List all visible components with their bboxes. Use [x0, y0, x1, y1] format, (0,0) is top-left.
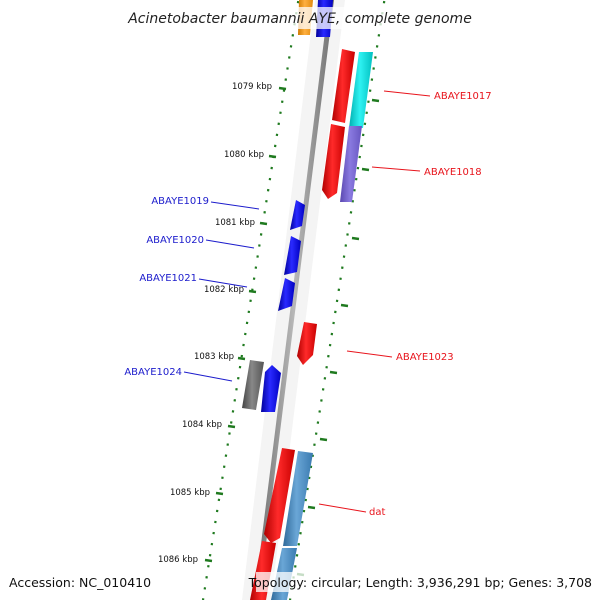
tick-label: 1079 kbp — [232, 82, 272, 92]
gene-abaye1019[interactable] — [290, 200, 305, 230]
tick-mark — [371, 98, 380, 103]
gene-abaye1021[interactable] — [278, 278, 295, 311]
gene-abaye1020[interactable] — [284, 236, 301, 275]
gene-label[interactable]: dat — [369, 507, 385, 518]
tick-label: 1086 kbp — [158, 555, 198, 565]
gene-gray[interactable] — [242, 360, 264, 410]
tick-mark — [361, 167, 370, 172]
tick-label: 1081 kbp — [215, 218, 255, 228]
connector-line — [210, 201, 260, 210]
tick-mark — [248, 289, 257, 294]
gene-steelblue[interactable] — [283, 451, 313, 546]
outer-ruler-dots — [288, 0, 386, 600]
connector-line — [371, 166, 421, 172]
gene-label[interactable]: ABAYE1018 — [424, 167, 482, 178]
tick-label: 1084 kbp — [182, 420, 222, 430]
tick-label: 1080 kbp — [224, 150, 264, 160]
inner-ruler-dots — [201, 0, 300, 600]
tick-label: 1083 kbp — [194, 352, 234, 362]
footer-backdrop-right — [256, 572, 596, 592]
gene-cyan[interactable] — [349, 52, 373, 128]
connector-line — [346, 350, 393, 358]
tick-mark — [340, 303, 349, 308]
major-ticks — [204, 86, 380, 577]
gene-label[interactable]: ABAYE1021 — [139, 273, 197, 284]
backbone-line — [254, 0, 334, 600]
connector-line — [198, 278, 248, 288]
connector-line — [318, 503, 367, 513]
gene-abaye1017[interactable] — [332, 49, 355, 123]
tick-mark — [307, 505, 316, 510]
tick-mark — [215, 491, 224, 496]
gene-abaye1024[interactable] — [261, 365, 281, 412]
tick-mark — [227, 424, 236, 429]
gene-label[interactable]: ABAYE1023 — [396, 352, 454, 363]
tick-label: 1085 kbp — [170, 488, 210, 498]
tick-mark — [268, 154, 277, 159]
connector-line — [205, 239, 255, 249]
title-backdrop — [128, 7, 473, 29]
tick-label: 1082 kbp — [204, 285, 244, 295]
accession-text: Accession: NC_010410 — [9, 575, 151, 590]
connector-line — [183, 371, 233, 382]
footer-backdrop-left — [4, 572, 156, 592]
tick-mark — [204, 558, 213, 563]
tick-mark — [351, 236, 360, 241]
topology-text: Topology: circular; Length: 3,936,291 bp… — [248, 575, 592, 590]
gene-purple[interactable] — [340, 126, 362, 202]
tick-mark — [319, 437, 328, 442]
gene-label[interactable]: ABAYE1020 — [146, 235, 204, 246]
connector-line — [383, 90, 431, 97]
tick-mark — [237, 356, 246, 361]
map-title: Acinetobacter baumannii AYE, complete ge… — [127, 11, 472, 27]
label-connectors — [183, 90, 431, 513]
gene-abaye1018[interactable] — [322, 124, 345, 199]
gene-dat[interactable] — [264, 448, 295, 543]
gene-label[interactable]: ABAYE1017 — [434, 91, 492, 102]
tick-mark — [278, 86, 287, 91]
gene-label[interactable]: ABAYE1019 — [151, 196, 209, 207]
tick-mark — [259, 221, 268, 226]
gene-abaye1023[interactable] — [297, 322, 317, 365]
gene-label[interactable]: ABAYE1024 — [124, 367, 182, 378]
tick-mark — [329, 370, 338, 375]
